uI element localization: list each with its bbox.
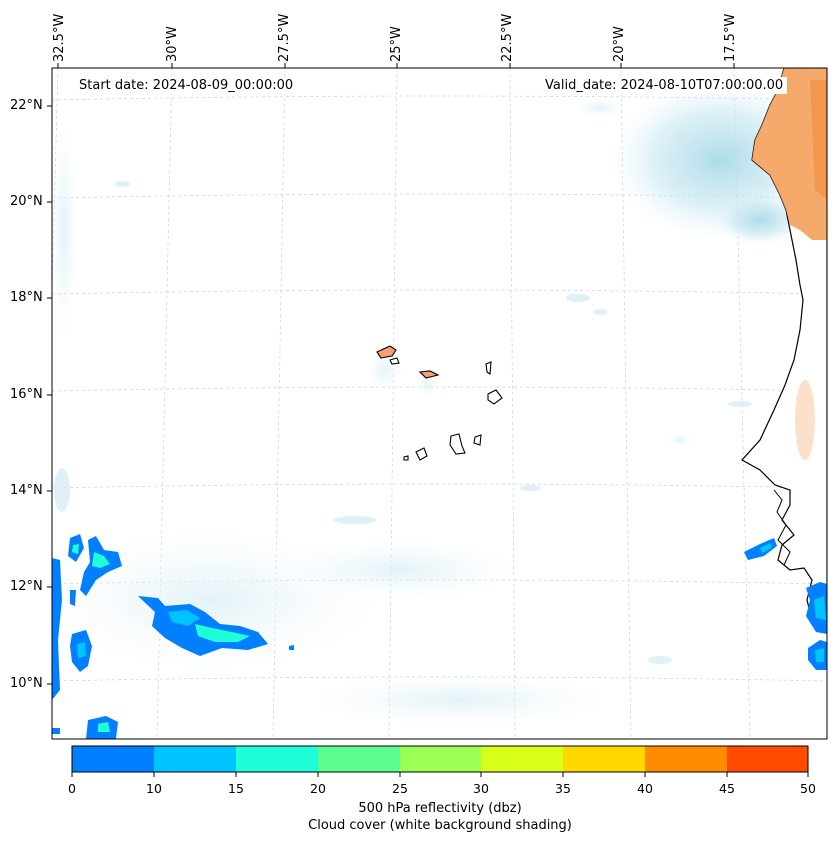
cell-west-1-core: [72, 544, 79, 554]
cloud-ne-top: [575, 98, 625, 118]
colorbar-seg-6: [563, 746, 645, 772]
cloud-s: [280, 540, 520, 600]
valid-date-label: Valid_date: 2024-08-10T07:00:00.00: [541, 77, 788, 94]
colorbar-subtitle: Cloud cover (white background shading): [308, 818, 572, 833]
colorbar-ticks: [71, 772, 809, 777]
gridline-lon-20: [620, 68, 632, 739]
gridline-lon-17-5: [733, 68, 751, 739]
cb-label-30: 30: [473, 781, 489, 796]
cb-label-10: 10: [146, 781, 162, 796]
cb-label-20: 20: [310, 781, 326, 796]
gridline-lat-14: [52, 483, 827, 489]
cell-sw-main-mid: [168, 610, 200, 626]
colorbar-seg-0: [72, 746, 154, 772]
colorbar-seg-4: [400, 746, 481, 772]
cell-sw-main-core: [195, 624, 250, 642]
colorbar-seg-2: [236, 746, 318, 772]
cloud-islands-2: [418, 373, 438, 397]
orange-speck: [795, 380, 815, 460]
map-area: [52, 68, 827, 739]
island-boa-vista: [487, 389, 503, 405]
cell-east-1-core: [760, 543, 772, 553]
gridline-lat-16: [52, 386, 827, 392]
island-sao-nicolau: [418, 370, 440, 379]
cell-west-3-core: [77, 642, 86, 658]
cell-west-edge: [52, 558, 62, 700]
speck-1: [114, 181, 130, 187]
lat-label-12: 12°N: [10, 579, 43, 594]
lon-label-30: 30°W: [165, 26, 180, 62]
speck-8: [648, 656, 672, 664]
map-frame: [51, 67, 828, 740]
cb-label-50: 50: [800, 781, 816, 796]
lat-label-18: 18°N: [10, 290, 43, 305]
cape-verde-islands: [376, 345, 503, 461]
cell-east-3-core: [815, 648, 824, 662]
lat-label-14: 14°N: [10, 483, 43, 498]
island-sao-vicente: [389, 357, 400, 365]
cloud-e: [666, 434, 694, 446]
lat-label-16: 16°N: [10, 387, 43, 402]
speck-7: [54, 468, 70, 512]
sahara-reflectivity: [752, 68, 827, 240]
gridline-lat-10: [52, 676, 827, 682]
sahara-light: [810, 80, 827, 200]
cell-tiny-1: [52, 728, 60, 734]
colorbar-frame: [71, 745, 809, 773]
island-santiago: [449, 433, 466, 455]
cloud-specks: [54, 181, 752, 664]
lon-label-17-5: 17.5°W: [723, 13, 738, 62]
speck-3: [593, 309, 607, 315]
speck-6: [520, 485, 540, 491]
lat-label-10: 10°N: [10, 676, 43, 691]
colorbar-seg-5: [481, 746, 563, 772]
speck-2: [566, 294, 590, 302]
lon-label-25: 25°W: [389, 26, 404, 62]
cloud-w-strip: [52, 120, 78, 340]
cloud-cover-shading: [52, 80, 827, 725]
reflectivity-cells: [52, 534, 827, 739]
cb-label-40: 40: [637, 781, 653, 796]
cloud-s-2: [310, 675, 610, 725]
cb-label-45: 45: [719, 781, 735, 796]
speck-5: [333, 516, 377, 524]
island-santo-antao: [376, 345, 397, 359]
lon-label-27-5: 27.5°W: [277, 13, 292, 62]
island-maio: [473, 434, 482, 446]
lon-label-32-5: 32.5°W: [52, 13, 67, 62]
colorbar-title: 500 hPa reflectivity (dbz): [358, 801, 522, 816]
lon-label-22-5: 22.5°W: [500, 13, 515, 62]
gridline-lon-25: [388, 68, 398, 739]
lat-label-22: 22°N: [10, 98, 43, 113]
start-date-label: Start date: 2024-08-09_00:00:00: [75, 77, 298, 94]
cell-south-core: [98, 722, 110, 732]
colorbar: [71, 745, 809, 777]
colorbar-seg-3: [318, 746, 400, 772]
gridline-lon-22-5: [509, 68, 516, 739]
colorbar-seg-7: [645, 746, 727, 772]
coast-detail: [773, 489, 791, 566]
colorbar-seg-8: [727, 746, 808, 772]
island-fogo: [415, 447, 428, 461]
island-brava: [403, 455, 409, 461]
cb-label-15: 15: [228, 781, 244, 796]
cb-label-25: 25: [392, 781, 408, 796]
island-sal: [485, 361, 492, 375]
cb-label-35: 35: [555, 781, 571, 796]
tick-marks: [47, 63, 735, 685]
lat-label-20: 20°N: [10, 194, 43, 209]
cell-west-small: [70, 590, 76, 606]
colorbar-seg-1: [154, 746, 236, 772]
gridline-lat-22: [52, 95, 827, 101]
cell-tiny-2: [289, 645, 294, 650]
lon-label-20: 20°W: [612, 26, 627, 62]
gridline-lat-18: [52, 289, 827, 295]
speck-4: [728, 401, 752, 407]
cell-east-2-core: [814, 596, 826, 620]
cloud-ne-2: [715, 195, 805, 245]
cell-west-2-core: [92, 552, 110, 568]
cb-label-0: 0: [68, 781, 76, 796]
gridline-lat-20: [52, 193, 827, 199]
